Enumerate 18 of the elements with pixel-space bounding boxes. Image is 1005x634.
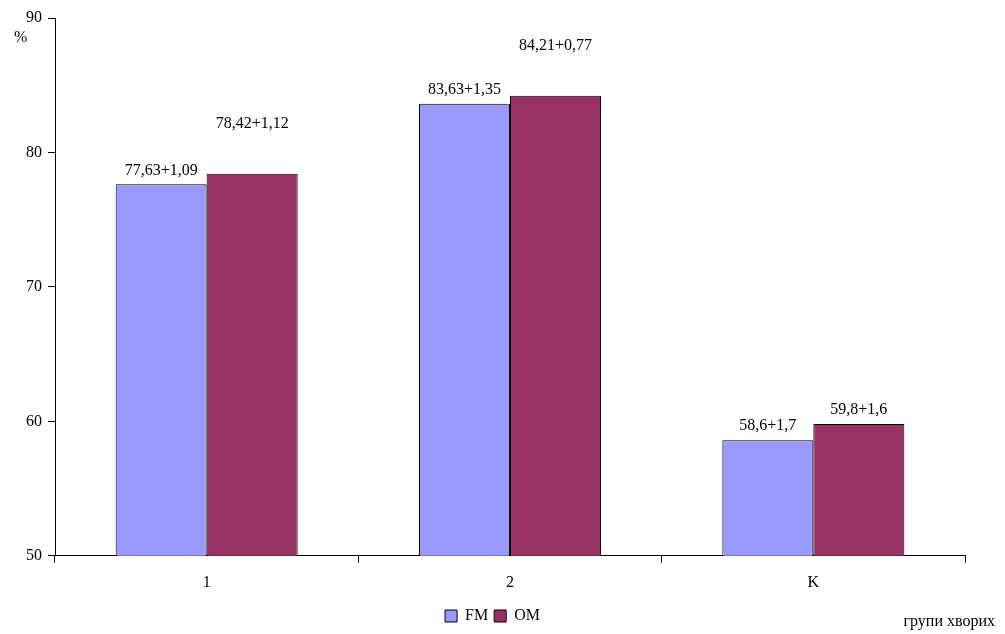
x-tick-label: 1	[202, 572, 211, 590]
data-label: 58,6+1,7	[739, 416, 797, 434]
legend-label: OM	[514, 606, 540, 624]
data-label: 77,63+1,09	[124, 160, 198, 178]
y-tick-label: 50	[26, 546, 42, 563]
y-tick-label: 60	[26, 411, 42, 429]
data-label: 83,63+1,35	[427, 79, 502, 97]
legend-label: FM	[465, 606, 489, 624]
y-axis-title: %	[14, 28, 28, 46]
data-label: 78,42+1,12	[215, 113, 289, 131]
y-tick-label: 90	[26, 8, 42, 26]
y-tick-label: 80	[26, 142, 42, 160]
data-label: 59,8+1,6	[830, 400, 888, 418]
x-axis-title: групи хворих	[903, 612, 995, 631]
x-tick-label: K	[807, 572, 820, 590]
data-label: 84,21+0,77	[518, 36, 593, 54]
y-tick-label: 70	[26, 277, 42, 295]
x-tick-label: 2	[506, 572, 514, 590]
